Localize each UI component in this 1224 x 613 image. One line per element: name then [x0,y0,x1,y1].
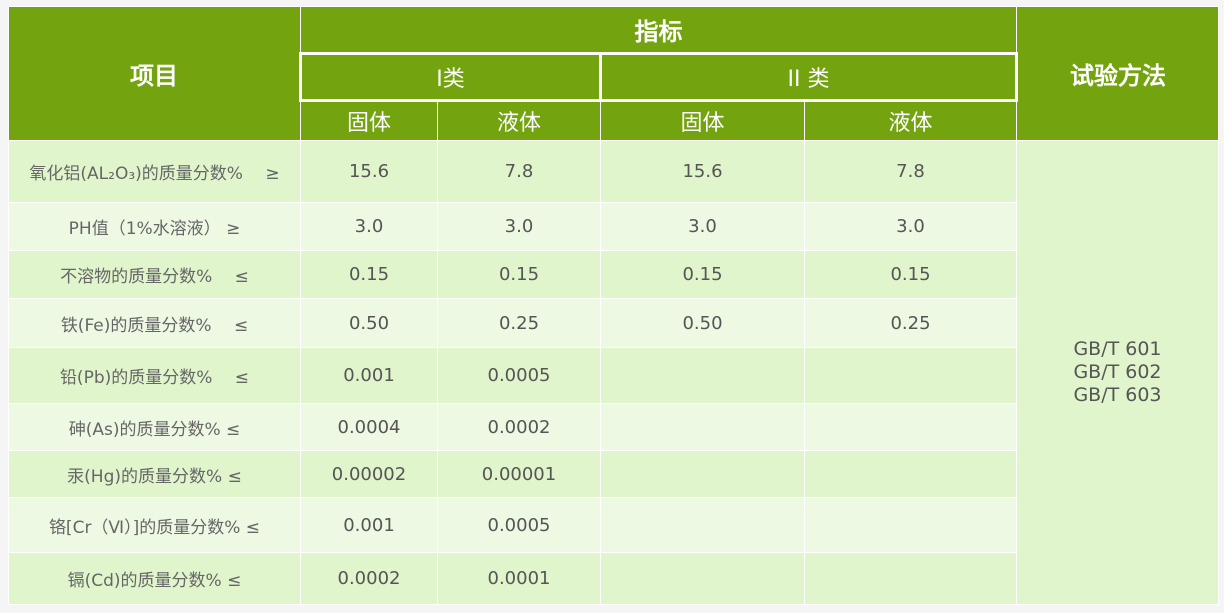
row-value: 0.15 [437,250,601,299]
row-value: 0.0002 [437,403,601,451]
header-class2: II 类 [599,52,1018,102]
row-value [804,347,1017,404]
row-label: 铁(Fe)的质量分数% ≤ [8,298,301,348]
row-value [804,403,1017,451]
row-value [600,552,805,605]
row-value: 0.001 [300,347,438,404]
row-value: 3.0 [600,202,805,251]
row-value: 3.0 [300,202,438,251]
row-value: 0.50 [600,298,805,348]
row-value: 15.6 [300,140,438,203]
table-row: 铁(Fe)的质量分数% ≤0.50 0.25 0.50 0.25 [8,298,1219,348]
header-indicator: 指标 [300,6,1017,54]
method-standard: GB/T 602 [1073,361,1162,383]
row-value [600,403,805,451]
row-value: 0.0005 [437,497,601,553]
row-value [804,497,1017,553]
table-row: 镉(Cd)的质量分数% ≤0.0002 0.0001 [8,552,1219,605]
row-value: 0.0004 [300,403,438,451]
row-value: 3.0 [804,202,1017,251]
row-value: 0.25 [804,298,1017,348]
row-value: 3.0 [437,202,601,251]
header-solid: 固体 [600,100,805,141]
row-value: 0.15 [804,250,1017,299]
table-row: 铅(Pb)的质量分数% ≤0.001 0.0005 [8,347,1219,404]
header-solid: 固体 [300,100,438,141]
header-item: 项目 [8,6,301,141]
method-standard: GB/T 601 [1073,338,1162,360]
row-value [804,552,1017,605]
table-row: 不溶物的质量分数% ≤0.15 0.15 0.15 0.15 [8,250,1219,299]
row-value: 0.0005 [437,347,601,404]
row-label: 镉(Cd)的质量分数% ≤ [8,552,301,605]
table-row: 氧化铝(AL₂O₃)的质量分数% ≥15.6 7.8 15.6 7.8 GB/T 601… [8,140,1219,605]
header-liquid: 液体 [437,100,601,141]
header-method: 试验方法 [1016,6,1219,141]
row-value: 0.00001 [437,450,601,498]
row-label: PH值（1%水溶液） ≥ [8,202,301,251]
row-label: 砷(As)的质量分数% ≤ [8,403,301,451]
row-value: 7.8 [437,140,601,203]
row-value: 7.8 [804,140,1017,203]
header-class1: I类 [299,52,602,102]
row-value [600,497,805,553]
row-label: 氧化铝(AL₂O₃)的质量分数% ≥ [8,140,301,203]
row-value: 0.0001 [437,552,601,605]
row-value: 0.0002 [300,552,438,605]
method-standard: GB/T 603 [1073,384,1162,406]
row-value [600,347,805,404]
header-liquid: 液体 [804,100,1017,141]
row-value: 0.15 [300,250,438,299]
row-value: 0.50 [300,298,438,348]
test-method: GB/T 601 GB/T 602 GB/T 603 [1016,140,1219,605]
row-label: 铬[Cr（Ⅵ）]的质量分数% ≤ [8,497,301,553]
row-value: 15.6 [600,140,805,203]
table-row: 汞(Hg)的质量分数% ≤0.00002 0.00001 [8,450,1219,498]
row-value: 0.00002 [300,450,438,498]
row-value: 0.15 [600,250,805,299]
row-value [804,450,1017,498]
row-value: 0.25 [437,298,601,348]
row-label: 铅(Pb)的质量分数% ≤ [8,347,301,404]
table-row: 砷(As)的质量分数% ≤0.0004 0.0002 [8,403,1219,451]
row-value: 0.001 [300,497,438,553]
row-label: 汞(Hg)的质量分数% ≤ [8,450,301,498]
row-label: 不溶物的质量分数% ≤ [8,250,301,299]
table-row: PH值（1%水溶液） ≥3.0 3.0 3.0 3.0 [8,202,1219,251]
table-row: 铬[Cr（Ⅵ）]的质量分数% ≤0.001 0.0005 [8,497,1219,553]
spec-table: 项目 指标 试验方法 I类 II 类 固体 液体 固体 液体 氧化铝(AL₂O₃… [8,6,1219,605]
row-value [600,450,805,498]
